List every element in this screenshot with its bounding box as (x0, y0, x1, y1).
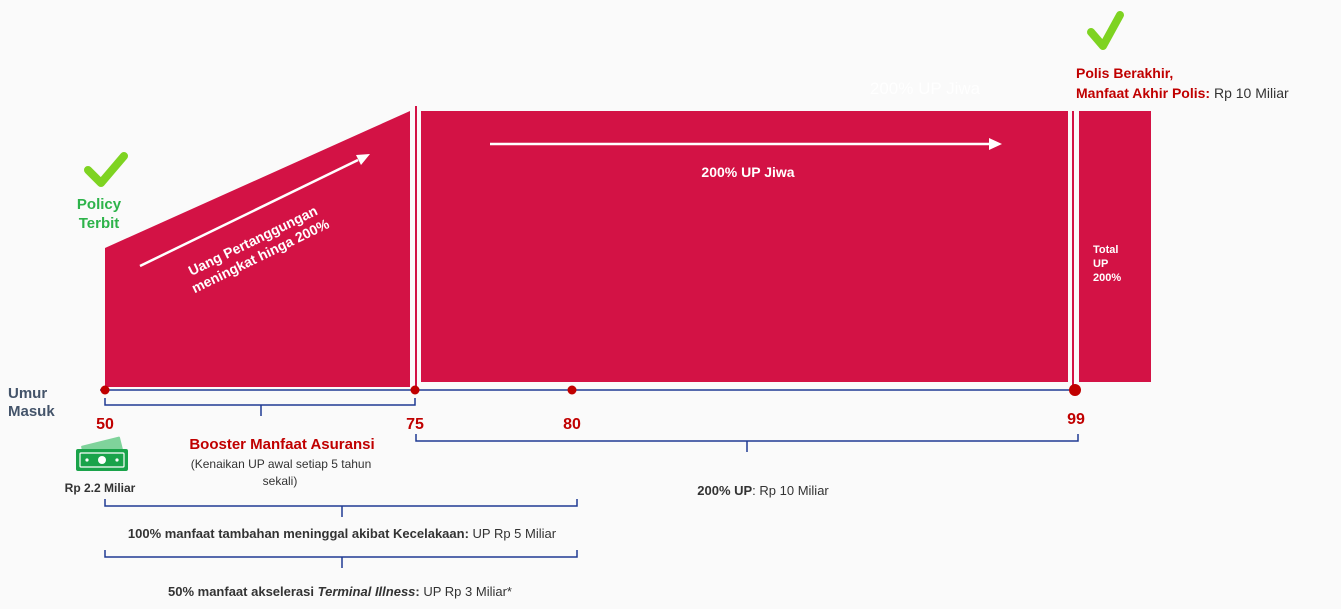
faint-title: 200% UP Jiwa (870, 79, 981, 98)
terminal-summary: 50% manfaat akselerasi Terminal Illness:… (168, 584, 512, 599)
bracket-accident (104, 499, 578, 517)
age-label-99: 99 (1067, 411, 1085, 428)
total-up-block (1079, 111, 1151, 382)
timeline-dot-80 (567, 385, 577, 395)
bracket-200-up (415, 434, 1079, 452)
bracket-terminal (104, 550, 578, 568)
total-up-line1: Total (1093, 244, 1118, 256)
up200-bold: 200% UP (697, 483, 752, 498)
money-label: Rp 2.2 Miliar (65, 481, 136, 495)
horizontal-arrow (490, 138, 1002, 150)
terminal-value: UP Rp 3 Miliar* (420, 584, 512, 599)
booster-sub-line2: sekali) (263, 474, 298, 488)
check-icon (1087, 11, 1124, 50)
main-benefit-block (421, 111, 1068, 382)
age-label-80: 80 (563, 416, 581, 433)
policy-label-line2: Terbit (79, 215, 120, 232)
terminal-bold: 50% manfaat akselerasi (168, 584, 318, 599)
timeline-dot-75 (410, 385, 420, 395)
total-up-line2: UP (1093, 258, 1108, 270)
policy-end-bold: Manfaat Akhir Polis: (1076, 85, 1210, 101)
timeline-dot-50 (100, 385, 110, 395)
policy-end-line1: Polis Berakhir, (1076, 65, 1173, 81)
entry-age-label-line1: Umur (8, 385, 47, 402)
policy-label-line1: Policy (77, 196, 122, 213)
booster-ramp-shape (105, 111, 410, 387)
policy-end-value: Rp 10 Miliar (1210, 85, 1289, 101)
booster-title: Booster Manfaat Asuransi (189, 436, 374, 453)
accident-bold: 100% manfaat tambahan meninggal akibat K… (128, 526, 469, 541)
terminal-bold2: : (415, 584, 419, 599)
age-label-75: 75 (406, 416, 424, 433)
diagonal-arrow (139, 154, 370, 268)
booster-sub-line1: (Kenaikan UP awal setiap 5 tahun (191, 457, 372, 471)
main-block-label: 200% UP Jiwa (701, 164, 794, 180)
money-bill-icon (76, 436, 128, 471)
up200-value: : Rp 10 Miliar (752, 483, 829, 498)
accident-value: UP Rp 5 Miliar (469, 526, 557, 541)
bracket-booster (104, 398, 416, 416)
check-icon (84, 152, 128, 187)
accident-summary: 100% manfaat tambahan meninggal akibat K… (128, 526, 557, 541)
timeline-dot-99 (1069, 384, 1081, 396)
up200-summary: 200% UP: Rp 10 Miliar (697, 483, 829, 498)
terminal-italic: Terminal Illness (318, 584, 416, 599)
policy-end-line2: Manfaat Akhir Polis: Rp 10 Miliar (1076, 85, 1289, 101)
age-label-50: 50 (96, 416, 114, 433)
entry-age-label-line2: Masuk (8, 403, 55, 420)
total-up-line3: 200% (1093, 272, 1121, 284)
